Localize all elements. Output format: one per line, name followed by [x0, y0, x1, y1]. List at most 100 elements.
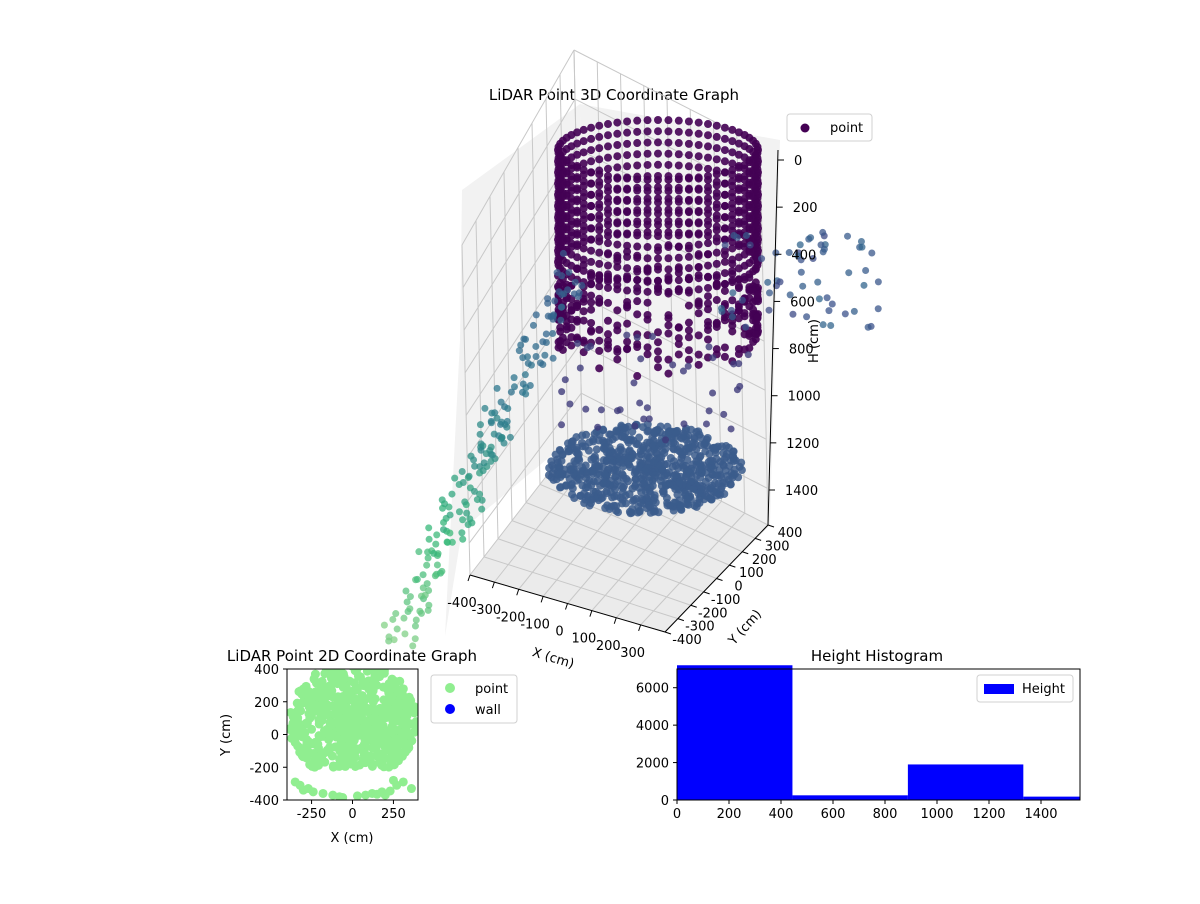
point-3d: [664, 275, 673, 284]
point-3d: [476, 430, 484, 438]
point-3d: [664, 228, 673, 237]
point-3d: [623, 319, 632, 328]
point-3d: [542, 330, 550, 338]
point-3d: [613, 196, 622, 205]
point-3d: [650, 456, 659, 465]
point-3d: [704, 187, 712, 196]
point-3d: [403, 598, 411, 606]
point-3d: [476, 421, 484, 429]
point-3d: [595, 336, 604, 345]
point-3d: [728, 181, 737, 190]
point-3d: [694, 152, 703, 161]
point-3d: [633, 275, 642, 284]
chart-2d: LiDAR Point 2D Coordinate Graph -250 0 250…: [219, 647, 518, 846]
point-3d: [550, 311, 558, 319]
grid-line: [615, 500, 722, 619]
point-3d: [704, 232, 712, 241]
point-3d: [765, 289, 773, 297]
point-3d: [734, 253, 743, 262]
point-3d: [728, 204, 737, 213]
x-tick-label: 400: [769, 807, 794, 822]
point-3d: [704, 335, 712, 344]
x-tick-label: -250: [297, 807, 327, 822]
scatter-point: [348, 724, 358, 734]
point-3d: [799, 282, 807, 290]
scatter-point: [341, 682, 351, 692]
point-3d: [712, 211, 721, 220]
point-3d: [720, 250, 729, 259]
point-3d: [579, 181, 588, 190]
point-3d: [595, 325, 604, 334]
chart-3d-ticks: 0200400600800100012001400-400-300-200-10…: [447, 154, 820, 661]
point-3d: [643, 160, 652, 169]
point-3d: [527, 361, 535, 369]
point-3d: [623, 229, 632, 238]
point-3d: [448, 538, 456, 546]
y-tick-mark: [703, 591, 710, 595]
scatter-point: [302, 718, 312, 728]
point-3d: [425, 601, 433, 609]
point-3d: [595, 155, 604, 164]
point-3d: [734, 345, 743, 354]
point-3d: [664, 205, 673, 214]
point-3d: [573, 315, 582, 324]
scatter-point: [384, 679, 394, 689]
point-3d: [711, 448, 720, 457]
point-3d: [684, 229, 693, 238]
point-3d: [604, 316, 612, 325]
point-3d: [568, 484, 577, 493]
point-3d: [580, 489, 589, 498]
point-3d: [409, 642, 417, 650]
point-3d: [633, 251, 642, 260]
point-3d: [380, 621, 388, 629]
point-3d: [604, 176, 612, 185]
point-3d: [734, 275, 743, 284]
point-3d: [704, 273, 712, 282]
point-3d: [684, 218, 693, 227]
point-3d: [654, 127, 662, 136]
x-tick-label: 1400: [1024, 807, 1057, 822]
point-3d: [567, 437, 576, 446]
point-3d: [643, 216, 652, 225]
point-3d: [587, 305, 596, 314]
point-3d: [662, 481, 671, 490]
point-3d: [595, 222, 604, 231]
point-3d: [690, 434, 699, 443]
point-3d: [587, 202, 596, 211]
point-3d: [728, 269, 737, 278]
point-3d: [498, 433, 506, 441]
point-3d: [643, 243, 652, 252]
point-3d: [595, 248, 604, 257]
point-3d: [704, 198, 712, 207]
point-3d: [823, 294, 831, 302]
point-3d: [581, 442, 590, 451]
point-3d: [720, 213, 729, 222]
point-3d: [684, 301, 693, 310]
point-3d: [684, 117, 693, 126]
point-3d: [573, 195, 582, 204]
point-3d: [694, 301, 703, 310]
point-3d: [594, 436, 603, 445]
point-3d: [558, 450, 567, 459]
point-3d: [633, 206, 642, 215]
point-3d: [694, 174, 703, 183]
point-3d: [587, 455, 596, 464]
point-3d: [613, 219, 622, 228]
x-tick-label: -200: [496, 610, 526, 625]
point-3d: [613, 508, 622, 517]
legend-label-point: point: [475, 682, 508, 697]
grid-line: [579, 343, 767, 440]
point-3d: [809, 255, 817, 263]
x-tick-label: 1200: [972, 807, 1005, 822]
point-3d: [789, 310, 797, 318]
point-3d: [720, 202, 729, 211]
point-3d: [707, 495, 716, 504]
point-3d: [684, 173, 693, 182]
point-3d: [558, 421, 566, 429]
point-3d: [664, 254, 673, 263]
point-3d: [664, 289, 673, 298]
point-3d: [633, 127, 642, 136]
point-3d: [423, 580, 431, 588]
point-3d: [613, 208, 622, 217]
x-tick-label: 0: [348, 807, 356, 822]
